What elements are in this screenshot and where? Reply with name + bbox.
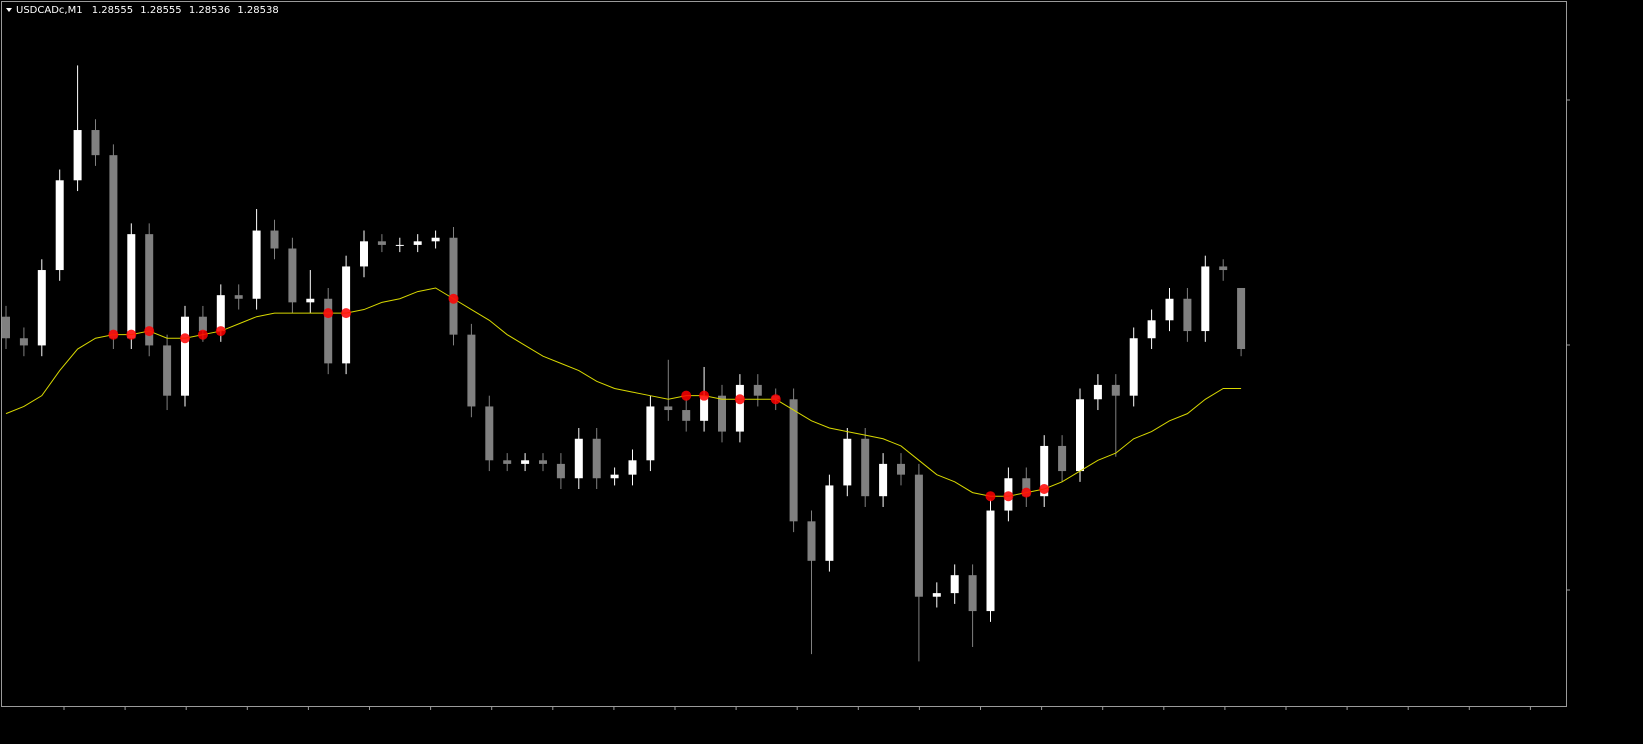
- signal-dot: [180, 333, 190, 344]
- candle-body: [1147, 320, 1156, 339]
- candle-body: [592, 438, 601, 479]
- candle-body: [610, 474, 619, 479]
- candle-body: [807, 521, 816, 561]
- moving-average: [5, 287, 1242, 497]
- signal-dot: [734, 394, 745, 405]
- candle-body: [127, 234, 136, 339]
- signal-dot: [985, 491, 996, 502]
- close-value: 1.28538: [237, 5, 278, 16]
- candle-body: [234, 295, 243, 299]
- signal-dot: [699, 390, 710, 401]
- candle-body: [270, 230, 279, 249]
- candle-body: [1201, 266, 1210, 332]
- candle-body: [55, 180, 64, 271]
- candle-body: [216, 295, 225, 332]
- candle-body: [700, 395, 709, 421]
- signal-dot: [1021, 487, 1032, 498]
- candle-body: [556, 463, 565, 479]
- candle-body: [431, 237, 440, 242]
- candle-body: [843, 438, 852, 486]
- candle-body: [109, 155, 118, 339]
- candle-body: [288, 248, 297, 303]
- chart-header: USDCADc,M1 1.28555 1.28555 1.28536 1.285…: [16, 5, 279, 16]
- candle-body: [1165, 298, 1174, 321]
- signal-dot: [323, 308, 334, 319]
- candle-body: [718, 395, 726, 432]
- indicator: [5, 287, 1242, 502]
- open-value: 1.28555: [92, 5, 133, 16]
- candle-body: [986, 510, 995, 612]
- candle-body: [735, 384, 744, 432]
- candle-body: [198, 316, 207, 332]
- candle-body: [360, 241, 368, 267]
- candle-body: [37, 270, 46, 346]
- candle-body: [861, 438, 870, 497]
- candle-body: [753, 384, 762, 396]
- candle-body: [682, 410, 691, 421]
- candle-body: [1129, 338, 1138, 396]
- candle-body: [646, 406, 655, 461]
- candle-body: [19, 338, 28, 346]
- symbol: USDCADc,M1: [16, 5, 83, 16]
- candle-body: [574, 438, 583, 479]
- candle-body: [145, 234, 154, 346]
- candle-body: [377, 241, 386, 245]
- candle-body: [1237, 287, 1246, 350]
- candle-body: [950, 575, 959, 594]
- candle-body: [1058, 445, 1067, 472]
- low-value: 1.28536: [189, 5, 230, 16]
- candle-body: [932, 593, 941, 597]
- candle-body: [825, 485, 834, 561]
- candle-body: [467, 334, 476, 407]
- candle-body: [324, 298, 333, 364]
- signal-dot: [126, 329, 137, 340]
- candle-body: [252, 230, 261, 299]
- plot-frame: [1, 1, 1567, 707]
- candle-body: [879, 463, 888, 497]
- signal-dot: [681, 390, 692, 401]
- candle-body: [1093, 384, 1102, 400]
- candle-body: [485, 406, 494, 461]
- signal-dot: [770, 394, 781, 405]
- candle-body: [897, 463, 905, 475]
- candle-body: [413, 241, 422, 245]
- candle-body: [521, 460, 530, 464]
- candle-body: [1219, 266, 1228, 271]
- candle-body: [306, 298, 315, 303]
- signal-dot: [108, 329, 119, 340]
- candle-body: [181, 316, 189, 396]
- candles: [2, 65, 1246, 662]
- candle-body: [1183, 298, 1192, 332]
- candle-body: [503, 460, 512, 464]
- signal-dot: [144, 326, 155, 337]
- candle-body: [539, 460, 547, 464]
- candle-body: [968, 575, 977, 612]
- candle-body: [1111, 384, 1120, 396]
- candle-body: [664, 406, 673, 411]
- candle-body: [1076, 399, 1084, 472]
- candle-body: [73, 130, 82, 181]
- candle-body: [449, 237, 458, 335]
- candle-body: [1022, 478, 1031, 497]
- signal-dot: [215, 326, 226, 337]
- candle-body: [1040, 445, 1049, 497]
- signal-dot: [197, 329, 208, 340]
- candle-body: [2, 316, 10, 339]
- candle-body: [789, 399, 798, 522]
- candle-body: [163, 345, 172, 396]
- signal-dot: [1003, 491, 1014, 502]
- high-value: 1.28555: [140, 5, 181, 16]
- signal-dot: [1039, 484, 1050, 495]
- candle-body: [91, 130, 100, 156]
- menu-arrow[interactable]: [6, 8, 12, 12]
- candle-body: [628, 460, 637, 475]
- candle-body: [914, 474, 923, 597]
- candle-body: [395, 244, 404, 246]
- time-ticks: [63, 99, 1570, 710]
- signal-dot: [341, 308, 352, 319]
- signal-dot: [448, 293, 459, 304]
